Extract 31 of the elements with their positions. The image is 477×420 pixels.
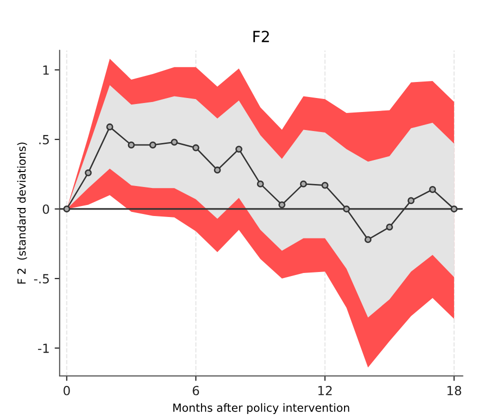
point [278,201,286,208]
point [170,138,178,146]
point [300,180,307,188]
point [128,142,135,148]
y-tick-label: 0 [42,204,50,214]
point [429,186,436,193]
x-tick-label: 18 [448,386,462,396]
point [343,206,350,212]
x-tick-label: 12 [318,386,332,396]
point [364,236,372,244]
point [63,206,70,212]
point [214,166,221,174]
point [386,224,393,231]
point [84,169,92,176]
point [192,144,200,152]
x-axis-title: Months after policy intervention [173,403,350,414]
point [408,197,415,204]
point [106,123,114,130]
x-tick-label: 0 [64,386,70,396]
y-tick-label: .5 [39,135,49,144]
x-tick-label: 6 [192,386,200,396]
chart-title: F2 [253,30,269,42]
point [149,142,156,148]
y-tick-label: -.5 [34,274,49,284]
y-tick-label: -1 [38,344,49,353]
point [256,180,264,188]
point [450,206,458,212]
y-tick-label: 1 [43,66,49,75]
point [321,182,328,189]
y-axis-title: F 2 (standard deviations) [17,142,28,284]
point [235,146,242,153]
